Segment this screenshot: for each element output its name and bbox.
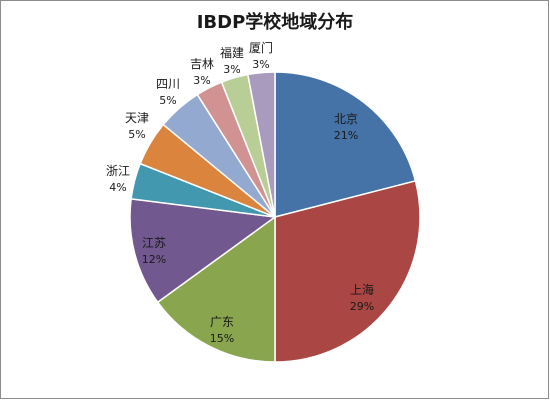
- slice-value-label-7: 3%: [193, 74, 210, 87]
- slice-value-label-3: 12%: [142, 253, 166, 266]
- slice-label-1: 上海: [350, 282, 374, 297]
- slice-label-4: 浙江: [106, 164, 130, 178]
- slice-label-7: 吉林: [190, 57, 214, 71]
- pie-slice-3: [129, 197, 277, 304]
- slice-label-5: 天津: [125, 111, 149, 125]
- pie-slices: [129, 71, 421, 363]
- slice-label-2: 广东: [210, 315, 234, 329]
- slice-value-label-5: 5%: [128, 128, 145, 141]
- slice-value-label-8: 3%: [223, 63, 240, 76]
- slice-value-label-4: 4%: [109, 181, 126, 194]
- slice-label-8: 福建: [220, 45, 244, 60]
- pie-slice-1: [274, 180, 421, 363]
- slice-value-label-0: 21%: [334, 129, 358, 142]
- slice-label-9: 厦门: [249, 40, 273, 55]
- pie-slice-2: [156, 215, 276, 363]
- slice-value-label-1: 29%: [350, 300, 374, 313]
- slice-label-0: 北京: [334, 112, 358, 126]
- slice-value-label-6: 5%: [159, 94, 176, 107]
- pie-slice-9: [246, 71, 276, 218]
- slice-value-label-9: 3%: [252, 58, 269, 71]
- pie-labels: 北京 21% 上海 29% 广东 15% 江苏 12% 浙江 4% 天津 5% 四川 5% 吉林 3% 福建 3%…: [106, 40, 374, 345]
- slice-value-label-2: 15%: [210, 332, 234, 345]
- chart-title: IBDP学校地域分布: [196, 12, 354, 33]
- slice-label-3: 江苏: [142, 236, 166, 250]
- slice-label-6: 四川: [156, 77, 180, 91]
- pie-slice-0: [274, 71, 417, 218]
